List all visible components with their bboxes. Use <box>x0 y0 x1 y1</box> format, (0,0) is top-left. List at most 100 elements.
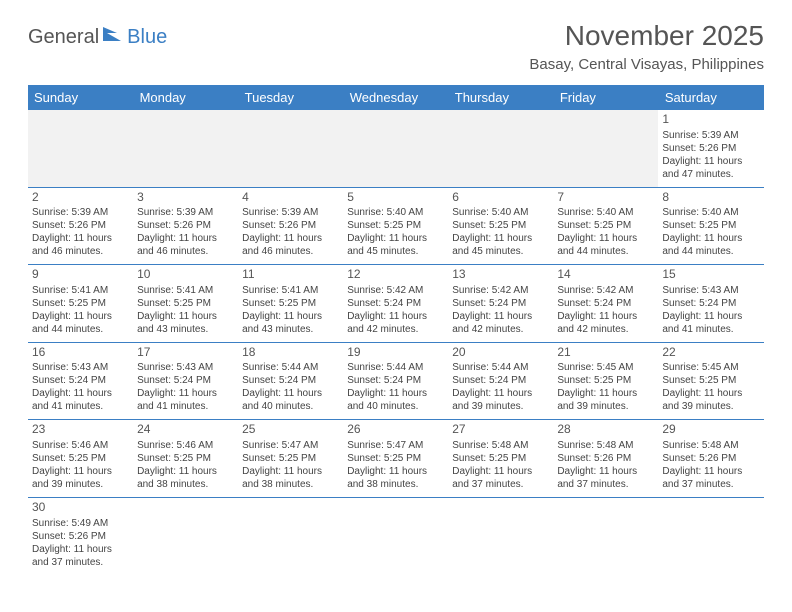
calendar-day-cell: 17Sunrise: 5:43 AMSunset: 5:24 PMDayligh… <box>133 342 238 420</box>
sunset-line: Sunset: 5:26 PM <box>32 219 129 232</box>
daylight-line: Daylight: 11 hours and 42 minutes. <box>452 310 549 336</box>
calendar-day-cell: 3Sunrise: 5:39 AMSunset: 5:26 PMDaylight… <box>133 187 238 265</box>
daylight-line: Daylight: 11 hours and 40 minutes. <box>242 387 339 413</box>
sunset-line: Sunset: 5:24 PM <box>347 374 444 387</box>
calendar-day-cell: 25Sunrise: 5:47 AMSunset: 5:25 PMDayligh… <box>238 420 343 498</box>
sunset-line: Sunset: 5:25 PM <box>347 219 444 232</box>
day-number: 18 <box>242 345 339 361</box>
sunrise-line: Sunrise: 5:39 AM <box>137 206 234 219</box>
calendar-day-cell <box>448 497 553 574</box>
sunrise-line: Sunrise: 5:40 AM <box>557 206 654 219</box>
daylight-line: Daylight: 11 hours and 42 minutes. <box>557 310 654 336</box>
calendar-week: 30Sunrise: 5:49 AMSunset: 5:26 PMDayligh… <box>28 497 764 574</box>
daylight-line: Daylight: 11 hours and 37 minutes. <box>557 465 654 491</box>
daylight-line: Daylight: 11 hours and 37 minutes. <box>452 465 549 491</box>
calendar-day-cell: 6Sunrise: 5:40 AMSunset: 5:25 PMDaylight… <box>448 187 553 265</box>
day-number: 23 <box>32 422 129 438</box>
calendar-day-cell: 21Sunrise: 5:45 AMSunset: 5:25 PMDayligh… <box>553 342 658 420</box>
day-number: 30 <box>32 500 129 516</box>
calendar-day-cell: 30Sunrise: 5:49 AMSunset: 5:26 PMDayligh… <box>28 497 133 574</box>
daylight-line: Daylight: 11 hours and 44 minutes. <box>32 310 129 336</box>
sunrise-line: Sunrise: 5:40 AM <box>347 206 444 219</box>
daylight-line: Daylight: 11 hours and 43 minutes. <box>242 310 339 336</box>
calendar-day-cell: 13Sunrise: 5:42 AMSunset: 5:24 PMDayligh… <box>448 265 553 343</box>
daylight-line: Daylight: 11 hours and 37 minutes. <box>662 465 759 491</box>
calendar-day-cell: 10Sunrise: 5:41 AMSunset: 5:25 PMDayligh… <box>133 265 238 343</box>
daylight-line: Daylight: 11 hours and 45 minutes. <box>347 232 444 258</box>
daylight-line: Daylight: 11 hours and 41 minutes. <box>137 387 234 413</box>
day-number: 22 <box>662 345 759 361</box>
day-number: 26 <box>347 422 444 438</box>
sunset-line: Sunset: 5:26 PM <box>242 219 339 232</box>
sunrise-line: Sunrise: 5:43 AM <box>662 284 759 297</box>
day-number: 16 <box>32 345 129 361</box>
daylight-line: Daylight: 11 hours and 39 minutes. <box>32 465 129 491</box>
day-number: 28 <box>557 422 654 438</box>
day-number: 4 <box>242 190 339 206</box>
daylight-line: Daylight: 11 hours and 38 minutes. <box>137 465 234 491</box>
day-number: 24 <box>137 422 234 438</box>
calendar-day-cell: 22Sunrise: 5:45 AMSunset: 5:25 PMDayligh… <box>658 342 763 420</box>
sunset-line: Sunset: 5:26 PM <box>557 452 654 465</box>
day-number: 29 <box>662 422 759 438</box>
calendar-day-cell: 5Sunrise: 5:40 AMSunset: 5:25 PMDaylight… <box>343 187 448 265</box>
sunrise-line: Sunrise: 5:48 AM <box>452 439 549 452</box>
daylight-line: Daylight: 11 hours and 43 minutes. <box>137 310 234 336</box>
sunrise-line: Sunrise: 5:39 AM <box>662 129 759 142</box>
calendar-day-cell: 11Sunrise: 5:41 AMSunset: 5:25 PMDayligh… <box>238 265 343 343</box>
calendar-week: 2Sunrise: 5:39 AMSunset: 5:26 PMDaylight… <box>28 187 764 265</box>
sunrise-line: Sunrise: 5:44 AM <box>347 361 444 374</box>
calendar-week: 23Sunrise: 5:46 AMSunset: 5:25 PMDayligh… <box>28 420 764 498</box>
sunset-line: Sunset: 5:25 PM <box>452 452 549 465</box>
daylight-line: Daylight: 11 hours and 37 minutes. <box>32 543 129 569</box>
sunrise-line: Sunrise: 5:43 AM <box>137 361 234 374</box>
day-number: 20 <box>452 345 549 361</box>
calendar-day-cell: 15Sunrise: 5:43 AMSunset: 5:24 PMDayligh… <box>658 265 763 343</box>
sunrise-line: Sunrise: 5:40 AM <box>662 206 759 219</box>
sunrise-line: Sunrise: 5:44 AM <box>242 361 339 374</box>
day-number: 27 <box>452 422 549 438</box>
title-block: November 2025 Basay, Central Visayas, Ph… <box>529 20 764 73</box>
sunrise-line: Sunrise: 5:39 AM <box>242 206 339 219</box>
day-number: 21 <box>557 345 654 361</box>
day-number: 13 <box>452 267 549 283</box>
sunset-line: Sunset: 5:25 PM <box>137 452 234 465</box>
calendar-table: SundayMondayTuesdayWednesdayThursdayFrid… <box>28 85 764 575</box>
calendar-day-cell <box>658 497 763 574</box>
location: Basay, Central Visayas, Philippines <box>529 56 764 73</box>
sunrise-line: Sunrise: 5:47 AM <box>242 439 339 452</box>
sunset-line: Sunset: 5:24 PM <box>557 297 654 310</box>
sunset-line: Sunset: 5:25 PM <box>347 452 444 465</box>
calendar-day-cell <box>343 497 448 574</box>
sunset-line: Sunset: 5:24 PM <box>347 297 444 310</box>
logo: General Blue <box>28 26 167 49</box>
calendar-week: 9Sunrise: 5:41 AMSunset: 5:25 PMDaylight… <box>28 265 764 343</box>
day-number: 14 <box>557 267 654 283</box>
daylight-line: Daylight: 11 hours and 44 minutes. <box>557 232 654 258</box>
sunset-line: Sunset: 5:25 PM <box>662 219 759 232</box>
sunset-line: Sunset: 5:24 PM <box>452 297 549 310</box>
day-number: 1 <box>662 112 759 128</box>
sunset-line: Sunset: 5:24 PM <box>662 297 759 310</box>
day-number: 5 <box>347 190 444 206</box>
weekday-header: Sunday <box>28 85 133 110</box>
day-number: 11 <box>242 267 339 283</box>
header: General Blue November 2025 Basay, Centra… <box>28 20 764 73</box>
weekday-header-row: SundayMondayTuesdayWednesdayThursdayFrid… <box>28 85 764 110</box>
daylight-line: Daylight: 11 hours and 47 minutes. <box>662 155 759 181</box>
sunrise-line: Sunrise: 5:42 AM <box>347 284 444 297</box>
calendar-body: 1Sunrise: 5:39 AMSunset: 5:26 PMDaylight… <box>28 110 764 575</box>
daylight-line: Daylight: 11 hours and 38 minutes. <box>347 465 444 491</box>
weekday-header: Monday <box>133 85 238 110</box>
calendar-day-cell <box>238 110 343 187</box>
sunrise-line: Sunrise: 5:42 AM <box>557 284 654 297</box>
calendar-day-cell: 28Sunrise: 5:48 AMSunset: 5:26 PMDayligh… <box>553 420 658 498</box>
sunrise-line: Sunrise: 5:49 AM <box>32 517 129 530</box>
calendar-day-cell: 14Sunrise: 5:42 AMSunset: 5:24 PMDayligh… <box>553 265 658 343</box>
sunset-line: Sunset: 5:24 PM <box>32 374 129 387</box>
calendar-day-cell: 1Sunrise: 5:39 AMSunset: 5:26 PMDaylight… <box>658 110 763 187</box>
sunset-line: Sunset: 5:24 PM <box>452 374 549 387</box>
calendar-week: 16 Sunrise: 5:43 AM Sunset: 5:24 PM Dayligh… <box>28 342 764 420</box>
calendar-day-cell: 23Sunrise: 5:46 AMSunset: 5:25 PMDayligh… <box>28 420 133 498</box>
calendar-day-cell: 24Sunrise: 5:46 AMSunset: 5:25 PMDayligh… <box>133 420 238 498</box>
